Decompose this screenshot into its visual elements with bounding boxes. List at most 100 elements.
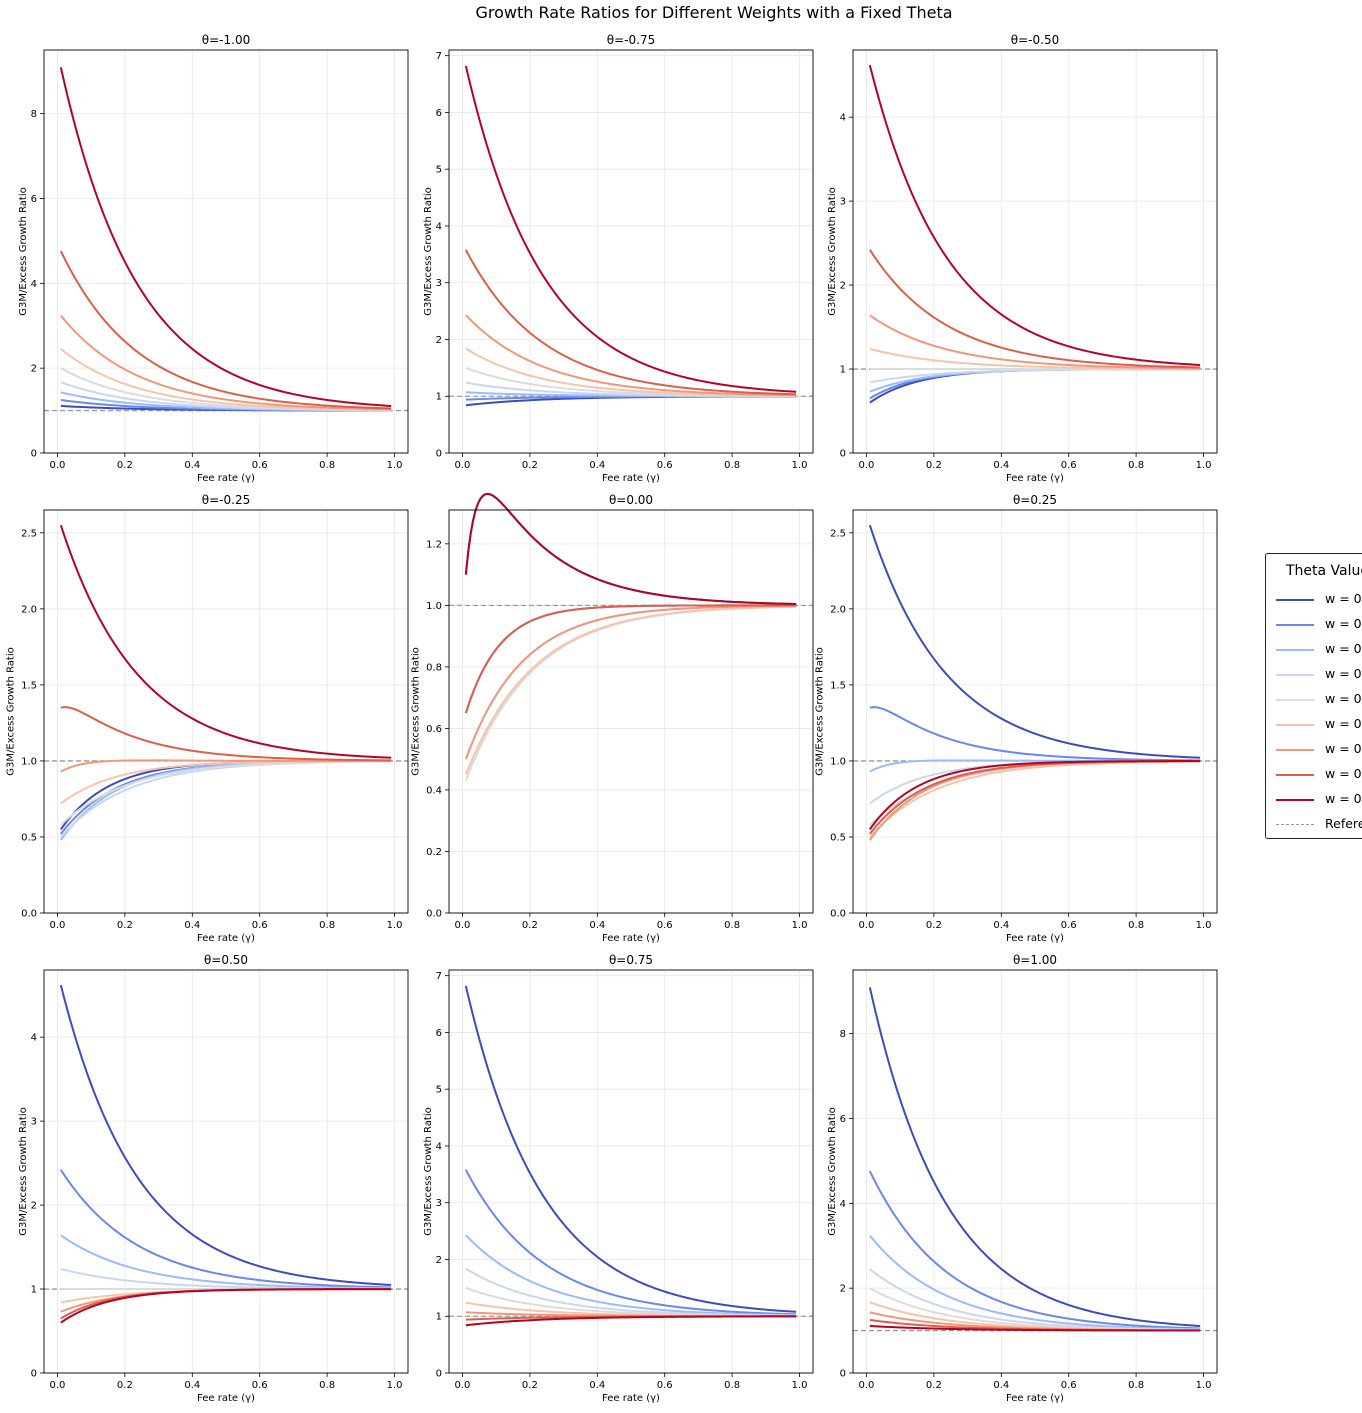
x-axis-label: Fee rate (γ) — [197, 473, 255, 484]
y-tick-label: 0.5 — [21, 832, 37, 843]
y-tick-label: 0.6 — [426, 724, 442, 735]
y-tick-label: 2.0 — [21, 604, 37, 615]
legend-label: w = 0.3 — [1325, 641, 1362, 656]
y-tick-label: 6 — [840, 1114, 846, 1125]
legend-label: w = 0.4 — [1325, 666, 1362, 681]
legend-swatch — [1276, 624, 1314, 626]
y-axis-label: G3M/Excess Growth Ratio — [410, 647, 421, 775]
series-line — [464, 604, 797, 714]
legend-label: w = 0.1 — [1325, 591, 1362, 606]
legend-label: w = 0.2 — [1325, 616, 1362, 631]
y-tick-label: 0.2 — [426, 847, 442, 858]
x-tick-label: 0.4 — [589, 920, 605, 931]
x-tick-label: 0.2 — [522, 920, 538, 931]
x-tick-label: 0.6 — [252, 460, 268, 471]
x-tick-label: 0.0 — [455, 460, 471, 471]
subplot-title: θ=-0.75 — [607, 33, 655, 47]
x-axis-label: Fee rate (γ) — [1006, 933, 1064, 944]
series-line — [465, 1234, 797, 1317]
x-tick-label: 0.6 — [657, 460, 673, 471]
x-tick-label: 1.0 — [387, 1380, 403, 1391]
x-tick-label: 1.0 — [792, 920, 808, 931]
y-tick-label: 0.5 — [830, 832, 846, 843]
x-tick-label: 0.4 — [589, 1380, 605, 1391]
series-line — [464, 605, 797, 782]
x-tick-label: 1.0 — [1196, 1380, 1212, 1391]
x-tick-label: 1.0 — [792, 1380, 808, 1391]
x-tick-label: 0.8 — [319, 460, 335, 471]
y-tick-label: 0 — [840, 1369, 846, 1380]
x-axis-label: Fee rate (γ) — [197, 1393, 255, 1404]
x-tick-label: 0.0 — [50, 460, 66, 471]
series-line — [868, 524, 1201, 759]
y-tick-label: 1.0 — [21, 756, 37, 767]
legend-swatch — [1276, 774, 1314, 776]
y-axis-label: G3M/Excess Growth Ratio — [827, 1107, 838, 1235]
x-tick-label: 0.8 — [319, 1380, 335, 1391]
y-tick-label: 8 — [840, 1029, 846, 1040]
y-tick-label: 7 — [436, 971, 442, 982]
y-tick-label: 2 — [840, 1284, 846, 1295]
subplot-title: θ=-0.50 — [1011, 33, 1059, 47]
y-tick-label: 0 — [31, 1369, 37, 1380]
legend-swatch — [1276, 749, 1314, 751]
x-tick-label: 0.4 — [184, 1380, 200, 1391]
y-tick-label: 3 — [840, 197, 846, 208]
series-line — [869, 1324, 1201, 1332]
y-tick-label: 6 — [436, 108, 442, 119]
legend-swatch — [1276, 599, 1314, 601]
series-line — [464, 604, 797, 760]
series-line — [60, 314, 392, 411]
y-tick-label: 2 — [436, 1255, 442, 1266]
subplot: 0.0 0.2 0.4 0.6 0.8 1.0 0 1 2 3 4 θ=0.50 Fee rate (γ… — [18, 953, 409, 1404]
series-line — [869, 706, 1201, 762]
x-tick-label: 0.0 — [50, 920, 66, 931]
x-tick-label: 0.2 — [522, 460, 538, 471]
series-line — [60, 1288, 392, 1324]
x-tick-label: 0.4 — [993, 460, 1009, 471]
series-line — [869, 368, 1201, 400]
y-tick-label: 1.0 — [426, 601, 442, 612]
subplot-title: θ=0.75 — [609, 953, 653, 967]
legend-label: w = 0.6 — [1325, 716, 1362, 731]
x-tick-label: 1.0 — [1196, 920, 1212, 931]
y-axis-label: G3M/Excess Growth Ratio — [18, 187, 29, 315]
series-line — [869, 368, 1201, 404]
x-tick-label: 0.8 — [1128, 460, 1144, 471]
series-line — [868, 64, 1201, 366]
x-tick-label: 0.8 — [724, 460, 740, 471]
x-tick-label: 0.2 — [926, 920, 942, 931]
y-tick-label: 2.0 — [830, 604, 846, 615]
y-tick-label: 0 — [436, 449, 442, 460]
series-line — [60, 760, 392, 838]
axes-frame — [852, 49, 1218, 454]
y-tick-label: 2 — [31, 364, 37, 375]
series-line — [465, 1315, 797, 1327]
y-tick-label: 0.0 — [830, 909, 846, 920]
legend-label: w = 0.7 — [1325, 741, 1362, 756]
legend-title: Theta Values — [1286, 563, 1362, 579]
y-tick-label: 5 — [436, 1085, 442, 1096]
y-tick-label: 8 — [31, 109, 37, 120]
series-line — [59, 67, 392, 407]
subplot: 0.0 0.2 0.4 0.6 0.8 1.0 0 1 2 3 4 5 6 7 θ=-0.75 Fee rat… — [423, 33, 814, 484]
y-tick-label: 1.2 — [426, 539, 442, 550]
x-tick-label: 0.0 — [50, 1380, 66, 1391]
x-tick-label: 0.6 — [657, 920, 673, 931]
series-line — [869, 249, 1201, 369]
legend: Theta Values w = 0.1 w = 0.2 w = 0.3 w = 0.… — [1265, 553, 1362, 839]
series-line — [464, 985, 797, 1313]
legend-swatch — [1276, 724, 1314, 726]
y-tick-label: 5 — [436, 165, 442, 176]
subplot: 0.0 0.2 0.4 0.6 0.8 1.0 0 2 4 6 8 θ=1.00 Fee rate (γ… — [827, 953, 1218, 1404]
series-line — [869, 314, 1201, 370]
axes-frame — [448, 509, 814, 914]
x-tick-label: 0.2 — [926, 460, 942, 471]
series-line — [464, 249, 797, 396]
x-tick-label: 0.0 — [455, 1380, 471, 1391]
y-tick-label: 0.0 — [21, 909, 37, 920]
x-tick-label: 1.0 — [792, 460, 808, 471]
x-tick-label: 0.4 — [993, 1380, 1009, 1391]
x-axis-label: Fee rate (γ) — [602, 1393, 660, 1404]
